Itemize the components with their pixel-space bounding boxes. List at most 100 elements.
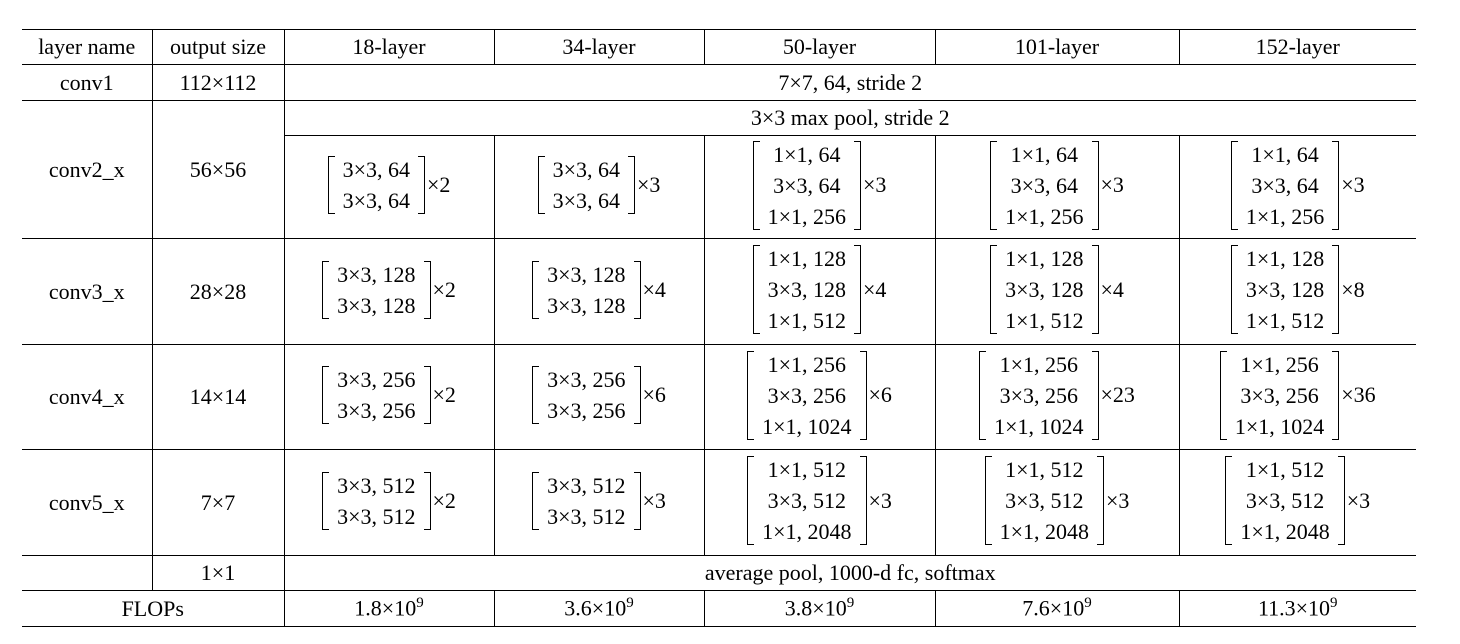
block: 1×1, 256 3×3, 256 1×1, 1024 ×6 [747,349,892,442]
flops-cell: 7.6×109 [935,590,1180,627]
flops-base: 3.6×10 [564,595,627,621]
table-row: conv4_x 14×14 3×3, 256 3×3, 256 ×2 3×3, 256 3×… [22,344,1416,450]
header-cell: output size [152,29,285,65]
bracket-right [628,156,635,214]
output-size: 28×28 [152,238,285,345]
block: 1×1, 64 3×3, 64 1×1, 256 ×3 [990,139,1124,232]
bracket-left [979,350,987,440]
flops-cell: 11.3×109 [1179,590,1416,627]
block-line: 3×3, 64 [342,157,410,182]
block-cell: 1×1, 128 3×3, 128 1×1, 512 ×4 [935,238,1180,345]
block-line: 1×1, 256 [767,203,846,229]
repeat: ×3 [1346,487,1371,513]
block-line: 3×3, 64 [552,157,620,182]
repeat: ×2 [432,382,456,407]
block-lines: 1×1, 256 3×3, 256 1×1, 1024 [1235,349,1324,442]
bracket-right [423,366,431,424]
block-cell: 3×3, 256 3×3, 256 ×6 [494,344,705,450]
block-line: 3×3, 128 [547,261,626,287]
output-size: 1×1 [152,555,285,591]
repeat: ×23 [1100,382,1135,407]
block-cell: 3×3, 512 3×3, 512 ×2 [284,449,495,556]
block-lines: 1×1, 128 3×3, 128 1×1, 512 [1005,243,1083,336]
block-line: 3×3, 128 [1245,277,1325,302]
block-line: 1×1, 512 [1245,308,1325,333]
repeat: ×2 [432,276,456,302]
block: 3×3, 512 3×3, 512 ×2 [322,470,456,532]
block-line: 3×3, 64 [552,188,620,213]
bracket-left [1225,456,1233,545]
flops-exp: 9 [626,595,634,612]
block-lines: 3×3, 512 3×3, 512 [547,470,625,532]
block-cell: 1×1, 512 3×3, 512 1×1, 2048 ×3 [935,449,1180,556]
block: 3×3, 64 3×3, 64 ×2 [327,154,451,216]
bracket-left [752,140,760,230]
header-cell: 18-layer [284,29,495,65]
bracket-right [633,366,641,424]
block-cell: 3×3, 128 3×3, 128 ×4 [494,238,705,345]
layer-name: conv1 [22,64,153,101]
repeat: ×3 [1341,172,1365,197]
block-lines: 3×3, 128 3×3, 128 [337,259,415,321]
output-size: 56×56 [152,100,285,239]
layer-name: conv2_x [22,100,153,239]
repeat: ×4 [642,276,666,302]
block-line: 1×1, 1024 [994,413,1084,439]
bracket-left [1219,350,1227,440]
block-line: 1×1, 64 [1251,141,1319,167]
block-line: 3×3, 64 [773,172,841,198]
bracket-left [747,456,755,545]
repeat: ×6 [642,382,666,407]
block-line: 1×1, 64 [1010,141,1078,167]
bracket-right [1091,245,1099,334]
table-row: conv2_x 56×56 3×3 max pool, stride 2 [22,100,1416,239]
bracket-left [322,471,330,530]
block-line: 3×3, 256 [547,367,626,392]
block-line: 1×1, 512 [1245,457,1325,482]
header-cell: 152-layer [1179,29,1416,65]
flops-exp: 9 [846,595,855,612]
block: 1×1, 128 3×3, 128 1×1, 512 ×4 [752,243,887,336]
block: 3×3, 256 3×3, 256 ×6 [532,364,666,426]
repeat: ×3 [642,487,666,513]
block-lines: 3×3, 64 3×3, 64 [343,154,410,216]
pool-cell: 3×3 max pool, stride 2 [284,100,1416,136]
bracket-left [990,140,998,230]
block-line: 1×1, 1024 [762,413,852,439]
block-line: 1×1, 256 [1005,203,1084,229]
block-line: 1×1, 128 [767,246,846,271]
repeat: ×3 [637,172,661,197]
repeat: ×4 [863,276,887,302]
block-line: 3×3, 64 [1251,172,1319,198]
block-line: 3×3, 128 [767,277,846,302]
block-line: 3×3, 64 [1010,172,1078,198]
bracket-right [854,140,861,230]
block-line: 3×3, 128 [337,292,416,318]
header-cell: 50-layer [704,29,936,65]
bracket-right [859,350,867,440]
header-cell: layer name [22,29,153,65]
resnet-table: layer name output size 18-layer 34-layer 50-… [22,29,1416,627]
table-row: 1×1 average pool, 1000-d fc, softmax [22,555,1416,591]
bracket-right [1091,350,1099,440]
block-cell: 1×1, 128 3×3, 128 1×1, 512 ×4 [704,238,936,345]
bracket-right [423,260,431,319]
spec-cell: average pool, 1000-d fc, softmax [284,555,1416,591]
flops-cell: 3.6×109 [494,590,705,627]
bracket-right [1337,456,1345,545]
repeat: ×2 [427,172,451,197]
flops-exp: 9 [1084,595,1092,612]
bracket-right [859,456,867,545]
block-lines: 3×3, 64 3×3, 64 [553,154,620,216]
block-cell: 1×1, 256 3×3, 256 1×1, 1024 ×36 [1179,344,1416,450]
flops-cell: 3.8×109 [704,590,936,627]
block-lines: 1×1, 64 3×3, 64 1×1, 256 [1005,139,1083,232]
block-line: 3×3, 512 [767,488,846,513]
block-line: 1×1, 128 [1005,246,1084,271]
block: 3×3, 256 3×3, 256 ×2 [322,364,456,426]
bracket-right [1332,140,1340,230]
block-lines: 1×1, 64 3×3, 64 1×1, 256 [768,139,846,232]
block-line: 1×1, 256 [1240,351,1319,377]
bracket-left [984,456,992,545]
